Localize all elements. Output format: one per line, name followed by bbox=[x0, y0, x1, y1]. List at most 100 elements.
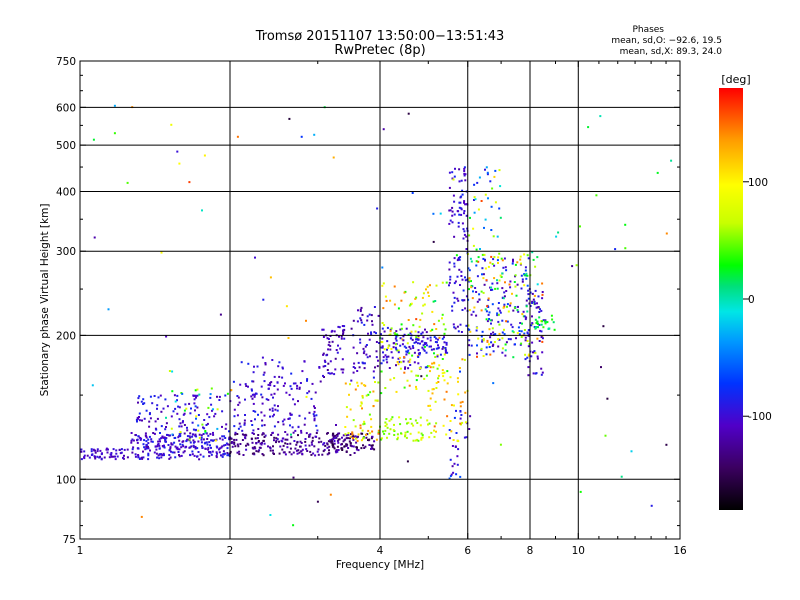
data-point bbox=[496, 279, 498, 282]
data-point bbox=[459, 417, 462, 420]
data-point bbox=[324, 365, 327, 367]
data-point bbox=[360, 447, 363, 450]
data-point bbox=[327, 348, 330, 351]
data-point bbox=[135, 418, 138, 421]
data-point bbox=[120, 448, 123, 451]
data-point bbox=[96, 450, 99, 453]
data-point bbox=[352, 371, 355, 374]
data-point bbox=[544, 319, 547, 322]
data-point bbox=[503, 295, 506, 298]
data-point bbox=[463, 358, 466, 361]
data-point bbox=[333, 442, 336, 445]
data-point bbox=[374, 366, 376, 369]
data-point bbox=[317, 441, 320, 444]
data-point bbox=[277, 365, 280, 368]
data-point bbox=[435, 347, 438, 350]
data-point bbox=[405, 327, 408, 330]
data-point bbox=[419, 416, 422, 419]
data-point bbox=[93, 236, 96, 239]
data-point bbox=[377, 432, 380, 435]
data-point bbox=[245, 385, 248, 387]
data-point bbox=[526, 254, 529, 257]
data-point bbox=[137, 454, 140, 456]
data-point bbox=[531, 292, 534, 295]
data-point bbox=[351, 431, 354, 434]
data-point bbox=[200, 438, 203, 441]
data-point bbox=[171, 451, 174, 454]
data-point bbox=[352, 435, 355, 438]
data-point bbox=[410, 422, 413, 425]
data-point bbox=[490, 289, 492, 291]
data-point bbox=[533, 300, 536, 303]
data-point bbox=[360, 321, 363, 324]
data-point bbox=[463, 233, 466, 236]
data-point bbox=[318, 437, 321, 440]
data-point bbox=[539, 329, 542, 332]
data-point bbox=[394, 332, 396, 335]
data-point bbox=[485, 318, 488, 321]
data-point bbox=[251, 432, 254, 434]
data-point bbox=[253, 446, 256, 449]
data-point bbox=[434, 400, 437, 403]
data-point bbox=[293, 403, 296, 406]
data-point bbox=[537, 326, 539, 329]
data-point bbox=[303, 423, 306, 426]
data-point bbox=[138, 458, 141, 460]
data-point bbox=[452, 178, 455, 181]
data-point bbox=[497, 313, 500, 316]
data-point bbox=[286, 446, 289, 449]
data-point bbox=[333, 373, 336, 376]
data-point bbox=[262, 432, 265, 435]
data-point bbox=[321, 328, 324, 331]
data-point bbox=[410, 370, 413, 373]
data-point bbox=[220, 454, 223, 457]
data-point bbox=[599, 115, 602, 118]
data-point bbox=[470, 260, 473, 263]
data-point bbox=[475, 329, 478, 332]
data-point bbox=[343, 328, 346, 331]
data-point bbox=[509, 338, 512, 341]
data-point bbox=[421, 434, 424, 437]
data-point bbox=[351, 436, 354, 438]
data-point bbox=[112, 455, 115, 458]
data-point bbox=[177, 451, 180, 453]
data-point bbox=[480, 309, 483, 312]
data-point bbox=[284, 453, 287, 456]
data-point bbox=[113, 132, 116, 135]
data-point bbox=[464, 307, 467, 310]
data-point bbox=[178, 439, 181, 442]
data-point bbox=[298, 451, 301, 454]
data-point bbox=[352, 419, 355, 422]
data-point bbox=[514, 263, 517, 266]
data-point bbox=[159, 394, 162, 397]
data-point bbox=[442, 424, 445, 427]
data-point bbox=[331, 443, 334, 446]
data-point bbox=[525, 299, 528, 302]
data-point bbox=[507, 310, 510, 313]
data-point bbox=[508, 283, 511, 286]
data-point bbox=[520, 342, 523, 345]
data-point bbox=[300, 429, 303, 432]
data-point bbox=[518, 330, 521, 332]
data-point bbox=[533, 302, 536, 305]
data-point bbox=[142, 456, 145, 459]
data-point bbox=[405, 346, 408, 349]
data-point bbox=[490, 332, 492, 335]
data-point bbox=[207, 446, 210, 449]
data-point bbox=[425, 331, 428, 334]
data-point bbox=[290, 433, 292, 436]
data-point bbox=[492, 331, 495, 334]
data-point bbox=[575, 264, 578, 267]
data-point bbox=[327, 338, 330, 340]
data-point bbox=[182, 445, 185, 448]
data-point bbox=[231, 441, 234, 444]
data-point bbox=[296, 387, 298, 390]
data-point bbox=[268, 408, 271, 411]
data-point bbox=[336, 450, 339, 453]
data-point bbox=[160, 410, 163, 413]
data-point bbox=[435, 382, 438, 384]
data-point bbox=[333, 447, 336, 450]
data-point bbox=[519, 343, 522, 346]
data-point bbox=[484, 218, 487, 221]
data-point bbox=[309, 433, 312, 436]
